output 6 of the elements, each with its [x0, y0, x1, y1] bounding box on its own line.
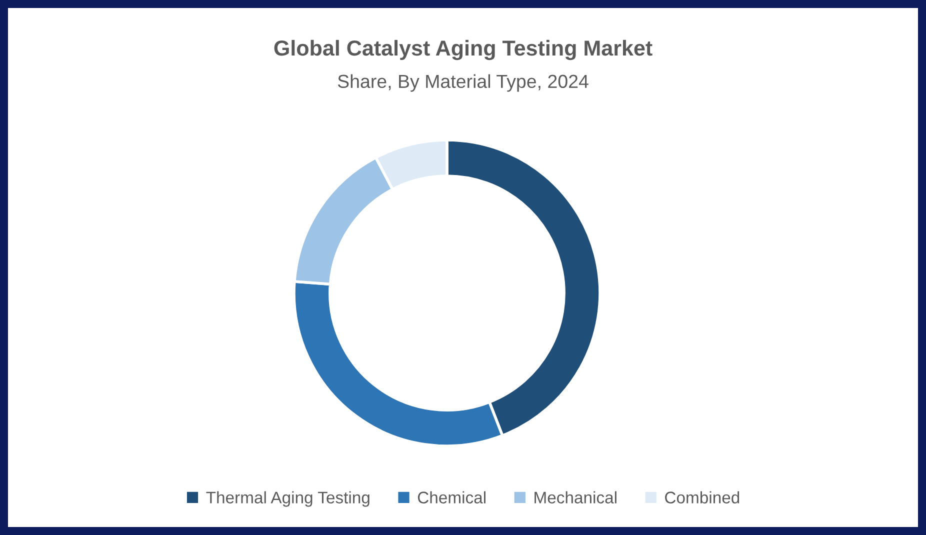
- legend-label: Mechanical: [534, 491, 616, 504]
- legend-label: Chemical: [418, 491, 486, 504]
- legend-label: Combined: [665, 491, 740, 504]
- chart-title: Global Catalyst Aging Testing Market: [274, 40, 652, 60]
- legend-label: Thermal Aging Testing: [206, 491, 370, 507]
- chart-subtitle: Share, By Material Type, 2024: [338, 74, 588, 92]
